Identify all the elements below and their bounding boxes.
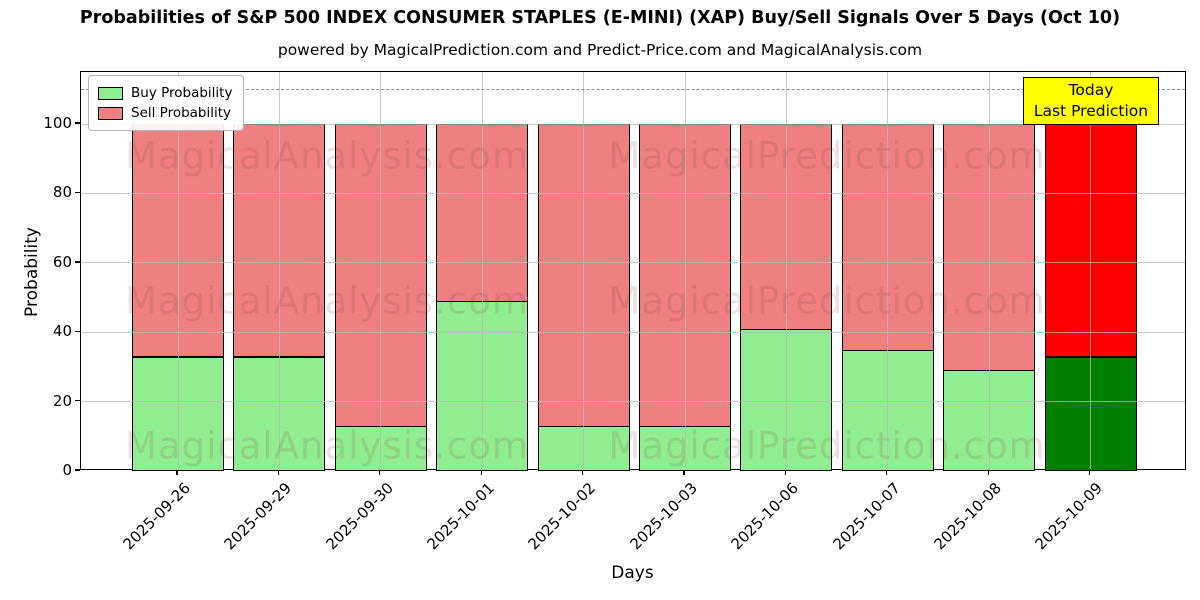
v-gridline (887, 72, 889, 469)
y-tick-label: 60 (52, 252, 72, 271)
legend-item-sell: Sell Probability (98, 103, 232, 123)
v-gridline (583, 72, 585, 469)
buy-swatch-icon (98, 86, 123, 100)
x-tick-label: 2025-10-09 (1031, 479, 1107, 554)
y-tick-mark (75, 191, 80, 194)
legend: Buy Probability Sell Probability (88, 75, 245, 131)
x-tick-mark (784, 470, 787, 475)
x-tick-label: 2025-10-01 (423, 479, 498, 554)
chart-subtitle: powered by MagicalPrediction.com and Pre… (277, 41, 923, 59)
watermark-text: MagicalPrediction.com (608, 424, 1046, 468)
v-gridline (481, 72, 483, 469)
watermark-text: MagicalAnalysis.com (125, 134, 529, 178)
v-gridline (1090, 72, 1092, 469)
y-tick-mark (75, 469, 80, 471)
x-tick-mark (480, 470, 482, 475)
y-tick-mark (75, 122, 80, 124)
x-tick-label: 2025-10-03 (626, 479, 701, 554)
watermark-text: MagicalPrediction.com (608, 134, 1046, 178)
h-gridline (81, 262, 1185, 264)
x-tick-label: 2025-10-06 (727, 479, 803, 554)
x-tick-mark (683, 470, 685, 475)
plot-area: Buy Probability Sell Probability Today L… (80, 71, 1186, 471)
y-tick-mark (75, 399, 80, 402)
today-annotation-line2: Last Prediction (1033, 102, 1149, 120)
v-gridline (177, 72, 179, 469)
today-annotation: Today Last Prediction (1023, 77, 1159, 125)
y-tick-mark (75, 330, 80, 332)
x-axis-label: Days (611, 563, 654, 583)
v-gridline (988, 72, 990, 469)
y-tick-label: 20 (52, 391, 72, 410)
x-tick-label: 2025-10-07 (829, 479, 904, 554)
x-tick-label: 2025-09-26 (119, 479, 194, 554)
h-gridline (81, 401, 1185, 403)
h-gridline (81, 192, 1185, 194)
x-tick-mark (277, 470, 280, 475)
chart-title: Probabilities of S&P 500 INDEX CONSUMER … (79, 8, 1121, 28)
x-tick-mark (176, 470, 178, 475)
today-annotation-line1: Today (1068, 81, 1114, 99)
v-gridline (684, 72, 686, 469)
watermark-text: MagicalAnalysis.com (125, 279, 529, 323)
v-gridline (785, 72, 787, 469)
x-tick-mark (886, 470, 888, 475)
x-tick-mark (1088, 470, 1091, 475)
legend-item-buy: Buy Probability (98, 83, 232, 103)
x-tick-mark (987, 470, 989, 475)
watermark-text: MagicalAnalysis.com (125, 424, 529, 468)
legend-label-sell: Sell Probability (131, 105, 232, 121)
sell-swatch-icon (98, 106, 123, 120)
x-tick-label: 2025-10-08 (930, 479, 1005, 554)
y-tick-label: 80 (52, 183, 72, 202)
x-tick-label: 2025-10-02 (524, 479, 600, 554)
x-tick-mark (379, 470, 381, 475)
v-gridline (380, 72, 382, 469)
legend-label-buy: Buy Probability (131, 85, 233, 101)
watermark-text: MagicalPrediction.com (608, 279, 1046, 323)
x-tick-mark (581, 470, 584, 475)
y-tick-label: 100 (43, 114, 72, 133)
h-gridline (81, 331, 1185, 333)
y-axis-label: Probability (22, 227, 42, 317)
y-tick-label: 0 (62, 461, 72, 479)
x-tick-label: 2025-09-29 (220, 479, 296, 554)
y-tick-mark (75, 261, 80, 263)
v-gridline (278, 72, 280, 469)
x-tick-label: 2025-09-30 (322, 479, 397, 554)
y-tick-label: 40 (52, 322, 72, 341)
dashed-threshold-line (81, 89, 1185, 91)
h-gridline (81, 123, 1185, 125)
